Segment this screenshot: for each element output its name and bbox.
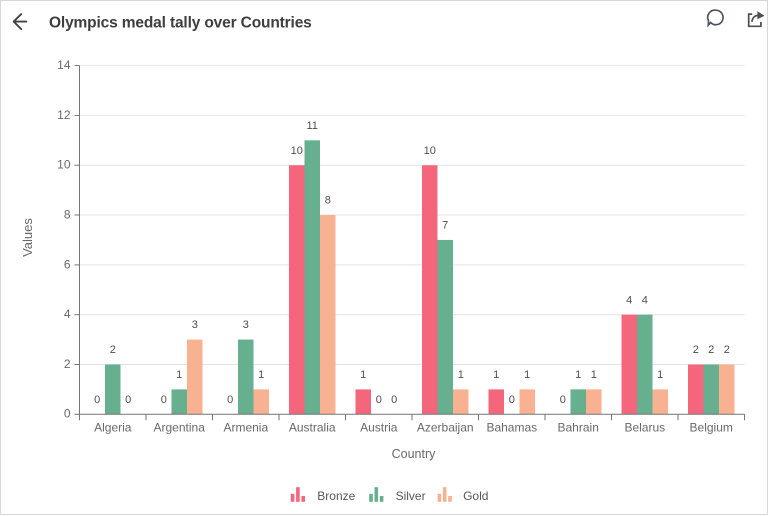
svg-text:3: 3 (243, 319, 249, 331)
svg-text:Silver: Silver (396, 489, 426, 503)
svg-text:0: 0 (64, 407, 71, 421)
svg-text:6: 6 (64, 257, 71, 271)
svg-text:2: 2 (724, 344, 730, 356)
svg-text:1: 1 (575, 369, 581, 381)
svg-text:0: 0 (376, 394, 382, 406)
svg-text:Bahamas: Bahamas (486, 421, 537, 435)
svg-text:11: 11 (306, 120, 317, 132)
svg-text:Belgium: Belgium (690, 421, 733, 435)
svg-text:3: 3 (192, 319, 198, 331)
svg-text:1: 1 (657, 369, 663, 381)
svg-text:1: 1 (176, 369, 182, 381)
svg-text:Olympics medal tally over Coun: Olympics medal tally over Countries (49, 15, 312, 32)
svg-text:Bronze: Bronze (317, 489, 355, 503)
svg-text:Gold: Gold (463, 489, 488, 503)
svg-text:Algeria: Algeria (94, 421, 132, 435)
svg-text:Austria: Austria (360, 421, 398, 435)
svg-text:1: 1 (258, 369, 264, 381)
svg-text:1: 1 (591, 369, 597, 381)
svg-text:Values: Values (20, 218, 35, 257)
svg-text:0: 0 (161, 394, 167, 406)
svg-text:1: 1 (493, 369, 499, 381)
svg-text:1: 1 (524, 369, 530, 381)
svg-text:2: 2 (110, 344, 116, 356)
svg-text:14: 14 (57, 58, 71, 72)
svg-text:Country: Country (392, 447, 437, 461)
svg-text:2: 2 (64, 357, 71, 371)
svg-text:8: 8 (64, 207, 71, 221)
svg-text:12: 12 (57, 108, 71, 122)
svg-text:0: 0 (560, 394, 566, 406)
svg-text:Armenia: Armenia (223, 421, 268, 435)
svg-text:4: 4 (626, 294, 632, 306)
svg-text:10: 10 (57, 158, 71, 172)
svg-text:0: 0 (227, 394, 233, 406)
svg-text:10: 10 (291, 145, 303, 157)
svg-text:Australia: Australia (289, 421, 336, 435)
svg-text:7: 7 (442, 220, 448, 232)
svg-text:4: 4 (64, 307, 71, 321)
svg-text:0: 0 (125, 394, 131, 406)
svg-text:8: 8 (325, 195, 331, 207)
svg-text:Azerbaijan: Azerbaijan (417, 421, 474, 435)
svg-text:0: 0 (509, 394, 515, 406)
svg-text:1: 1 (360, 369, 366, 381)
svg-text:Belarus: Belarus (624, 421, 665, 435)
svg-text:Argentina: Argentina (154, 421, 206, 435)
svg-text:4: 4 (642, 294, 648, 306)
svg-text:10: 10 (424, 145, 436, 157)
svg-text:0: 0 (94, 394, 100, 406)
svg-text:2: 2 (708, 344, 714, 356)
svg-text:Bahrain: Bahrain (558, 421, 599, 435)
svg-text:2: 2 (693, 344, 699, 356)
svg-text:1: 1 (458, 369, 464, 381)
svg-text:0: 0 (391, 394, 397, 406)
